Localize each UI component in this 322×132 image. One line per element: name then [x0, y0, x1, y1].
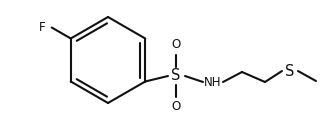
Text: O: O	[171, 100, 181, 114]
Text: S: S	[171, 69, 181, 84]
Text: S: S	[285, 63, 295, 79]
Text: NH: NH	[204, 76, 222, 88]
Text: F: F	[39, 21, 46, 34]
Text: O: O	[171, 39, 181, 51]
